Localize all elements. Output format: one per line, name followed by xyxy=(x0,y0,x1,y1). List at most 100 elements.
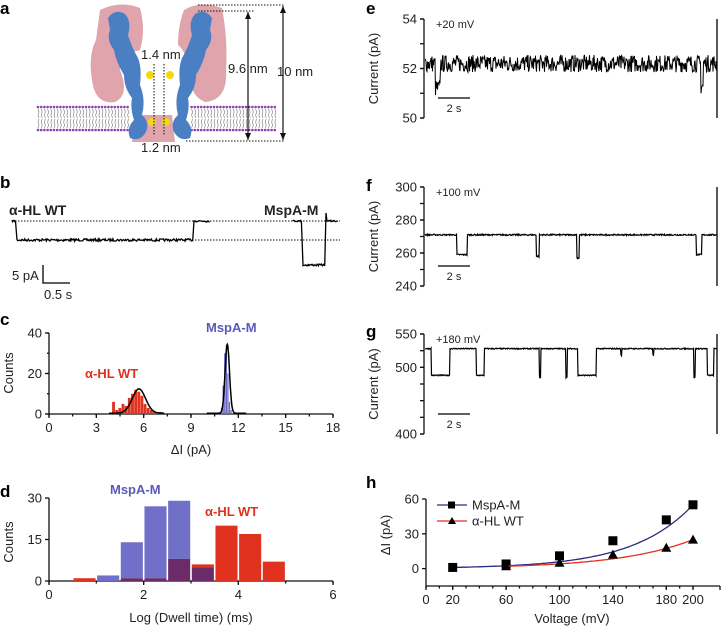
lipid-tail xyxy=(216,108,219,129)
lipid-head xyxy=(97,128,101,132)
histogram-bar xyxy=(227,373,229,414)
trace-label-mspa: MspA-M xyxy=(264,202,318,218)
y-tick-label: 500 xyxy=(395,360,417,375)
lipid-head xyxy=(270,128,273,132)
lipid-tail xyxy=(252,108,254,129)
lipid-head xyxy=(71,128,75,132)
lipid-head xyxy=(43,128,46,132)
lipid-head xyxy=(199,105,203,109)
x-tick-label: 180 xyxy=(655,592,677,607)
lipid-tail xyxy=(197,108,200,129)
lipid-head xyxy=(215,105,219,109)
histogram-bar xyxy=(137,391,141,414)
histogram-bar xyxy=(149,409,153,414)
lipid-tail xyxy=(60,108,62,129)
lipid-head xyxy=(123,128,126,132)
lipid-head xyxy=(36,128,40,132)
lipid-head xyxy=(212,128,216,132)
histogram-bar-ahl xyxy=(191,564,214,568)
lipid-head xyxy=(203,128,206,132)
current-trace xyxy=(424,232,717,260)
lipid-head xyxy=(110,105,113,109)
time-scale-label: 2 s xyxy=(447,103,462,115)
lipid-head xyxy=(235,128,238,132)
lipid-head xyxy=(263,105,267,109)
lipid-tail xyxy=(120,108,123,129)
lipid-head xyxy=(49,105,53,109)
lipid-tail xyxy=(47,108,49,129)
lipid-tail xyxy=(101,108,104,129)
x-axis-label: Log (Dwell time) (ms) xyxy=(129,610,253,625)
dim-label: 1.2 nm xyxy=(141,140,181,155)
legend-label: α-HL WT xyxy=(472,514,524,529)
x-tick-label: 100 xyxy=(549,592,571,607)
lipid-head xyxy=(212,105,216,109)
y-tick-label: 60 xyxy=(405,492,419,507)
lipid-head xyxy=(87,128,91,132)
scale-label-x: 0.5 s xyxy=(44,287,73,302)
lipid-head xyxy=(107,105,110,109)
histogram-bar xyxy=(134,389,138,414)
histogram-bar-overlap xyxy=(168,558,191,581)
lipid-tail xyxy=(242,108,245,129)
panel-label-e: e xyxy=(366,0,375,18)
lipid-tail xyxy=(92,108,94,129)
histogram-bar-ahl xyxy=(239,533,262,581)
legend-marker-triangle xyxy=(448,517,456,524)
lipid-head xyxy=(228,128,232,132)
lipid-head xyxy=(244,105,248,109)
lipid-tail xyxy=(255,108,257,129)
lipid-tail xyxy=(104,108,107,129)
histogram-bar xyxy=(143,403,147,414)
lipid-tail xyxy=(56,108,59,129)
y-axis-label: Counts xyxy=(1,521,16,563)
lipid-tail xyxy=(258,108,261,129)
lipid-tail xyxy=(69,108,72,129)
constriction-dot xyxy=(148,118,156,126)
lipid-tail xyxy=(194,108,197,129)
lipid-head xyxy=(193,128,197,132)
x-tick-label: 0 xyxy=(45,420,52,435)
lipid-head xyxy=(46,128,49,132)
lipid-head xyxy=(190,105,193,109)
lipid-head xyxy=(126,105,129,109)
lipid-head xyxy=(71,105,75,109)
panel-label-d: d xyxy=(0,482,10,501)
dim-label: 10 nm xyxy=(277,64,313,79)
scale-bar xyxy=(42,265,70,284)
y-tick-label: 260 xyxy=(395,246,417,261)
lipid-head xyxy=(103,105,107,109)
lipid-head xyxy=(273,128,277,132)
lipid-head xyxy=(260,128,264,132)
lipid-head xyxy=(59,105,62,109)
voltage-label: +100 mV xyxy=(436,187,481,199)
time-scale-label: 2 s xyxy=(447,419,462,431)
histogram-bar xyxy=(228,401,231,414)
x-tick-label: 60 xyxy=(499,592,513,607)
gaussian-fit xyxy=(109,388,165,414)
x-tick-label: 9 xyxy=(187,420,194,435)
lipid-head xyxy=(203,105,206,109)
lipid-tail xyxy=(261,108,264,129)
lipid-head xyxy=(68,128,72,132)
lipid-head xyxy=(119,128,123,132)
histogram-bar-overlap xyxy=(120,578,143,581)
current-trace xyxy=(424,54,717,96)
lipid-head xyxy=(91,105,94,109)
histogram-bar-mspa xyxy=(120,542,143,579)
lipid-head xyxy=(225,128,229,132)
lipid-head xyxy=(273,105,277,109)
dim-label: 9.6 nm xyxy=(228,61,268,76)
lipid-head xyxy=(199,128,203,132)
lipid-tail xyxy=(210,108,213,129)
lipid-head xyxy=(219,128,222,132)
constriction-dot xyxy=(146,71,154,79)
lipid-tail xyxy=(114,108,117,129)
x-tick-label: 18 xyxy=(326,420,340,435)
lipid-head xyxy=(107,128,110,132)
y-tick-label: 30 xyxy=(405,526,419,541)
lipid-head xyxy=(62,128,65,132)
histogram-bar xyxy=(140,395,144,414)
lipid-tail xyxy=(200,108,203,129)
x-tick-label: 0 xyxy=(422,592,429,607)
